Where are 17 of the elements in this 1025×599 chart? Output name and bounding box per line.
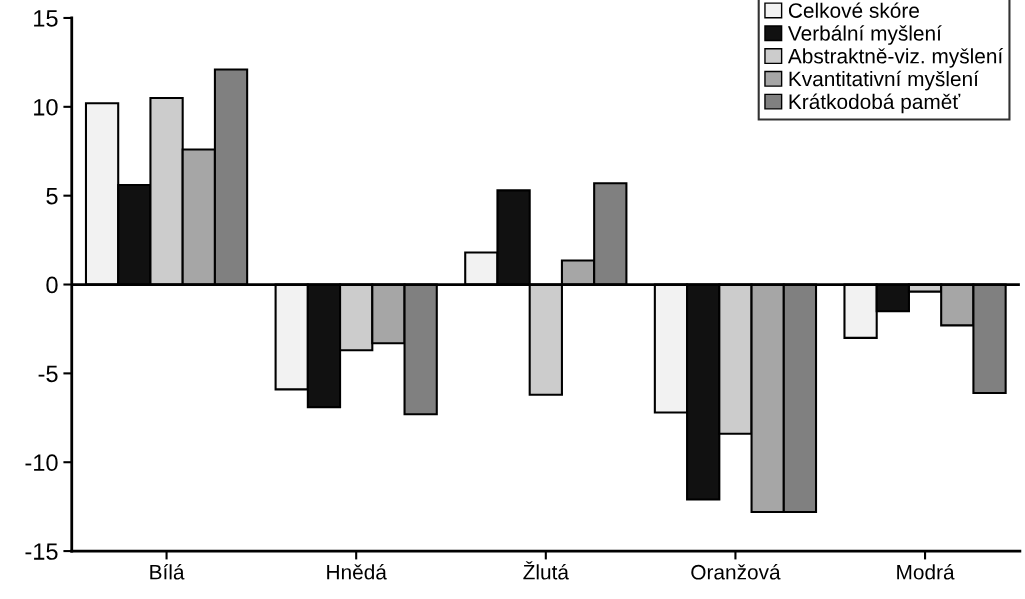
x-tick-label: Modrá	[897, 564, 955, 580]
y-tick-label: 5	[46, 187, 58, 205]
legend-label: Kvantitativní myšlení	[789, 70, 979, 91]
y-tick-label: 15	[34, 10, 58, 27]
x-tick-label: Bílá	[150, 564, 185, 580]
x-tick-label: Oranžová	[691, 564, 781, 580]
y-tick-label: -15	[25, 543, 58, 560]
x-tick-label: Žlutá	[523, 561, 569, 580]
y-tick-label: 10	[34, 98, 58, 116]
legend-label: Celkové skóre	[788, 2, 919, 18]
y-tick-label: -10	[25, 454, 58, 472]
y-tick-label: -5	[38, 365, 58, 383]
y-tick-label: 0	[46, 276, 58, 294]
legend-label: Verbální myšlení	[787, 25, 942, 45]
legend-label: Krátkodobá paměť	[789, 93, 961, 114]
legend-label: Abstraktně-viz. myšlení	[787, 47, 1004, 68]
x-tick-label: Hnědá	[327, 564, 387, 580]
